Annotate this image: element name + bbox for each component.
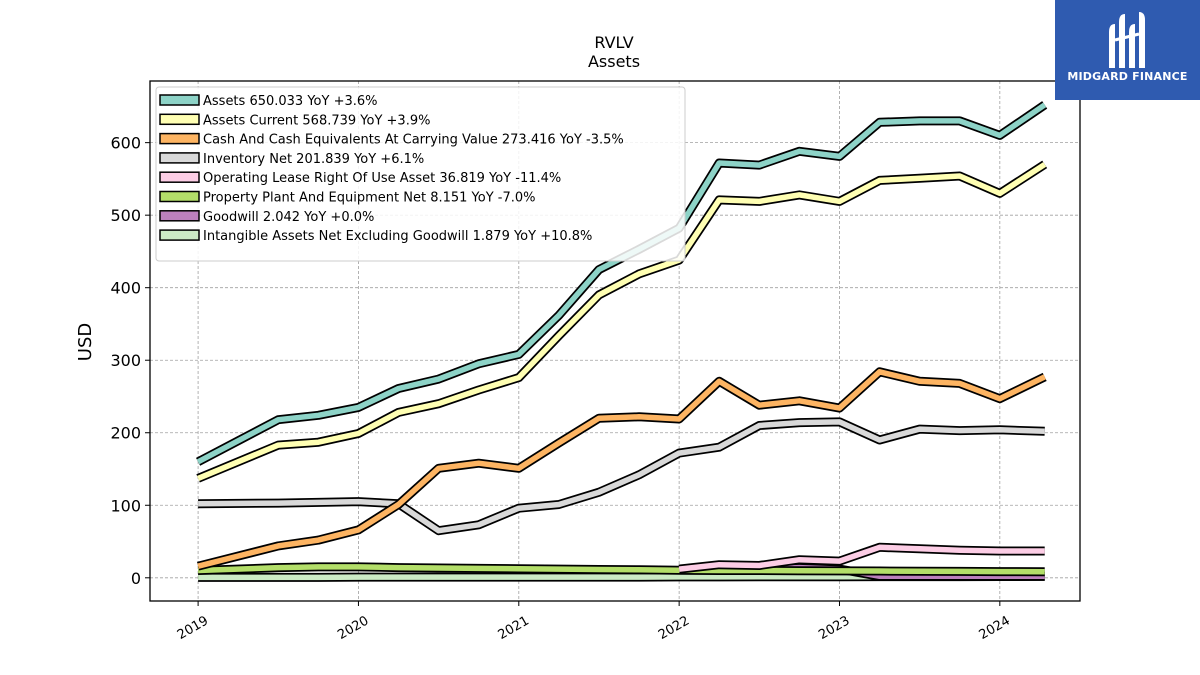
plot-frame [149,80,1081,602]
legend-swatch [159,132,200,145]
legend-label: Cash And Cash Equivalents At Carrying Va… [203,133,624,148]
series-line-4 [678,542,1045,574]
series-line-1 [196,160,1048,483]
y-axis-label: USD [75,323,96,361]
legend-swatch [159,113,200,126]
chart-title: RVLV [594,33,633,52]
series-stroke [198,564,1045,575]
legend-swatch [159,94,200,106]
y-tick-label: 200 [110,424,141,443]
y-tick-label: 300 [110,351,141,370]
series-stroke [678,544,1045,572]
x-tick-label: 2023 [816,613,852,643]
series-line-5 [197,562,1045,577]
x-tick-label: 2021 [496,613,532,643]
legend-swatch [159,229,200,241]
logo-text: MIDGARD FINANCE [1067,70,1188,83]
brand-logo: MIDGARD FINANCE [1055,0,1200,100]
y-tick-label: 500 [110,206,141,225]
x-tick-label: 2020 [335,613,371,643]
logo-mark-icon [1109,12,1145,68]
x-tick-label: 2022 [656,613,692,643]
legend-label: Operating Lease Right Of Use Asset 36.81… [203,171,561,186]
series-stroke [197,369,1046,569]
legend-label: Intangible Assets Net Excluding Goodwill… [203,229,592,244]
series-stroke [197,162,1047,481]
legend-label: Property Plant And Equipment Net 8.151 Y… [203,191,536,206]
chart-subtitle: Assets [588,52,640,71]
legend-label: Assets 650.033 YoY +3.6% [203,94,378,109]
y-tick-label: 100 [110,496,141,515]
series-line-3 [198,417,1045,536]
x-tick-label: 2024 [977,613,1013,643]
series-stroke [198,419,1045,534]
y-tick-label: 600 [110,134,141,153]
legend-box [155,86,686,262]
series-line-2 [196,367,1047,571]
legend: Assets 650.033 YoY +3.6% Assets Current 5… [155,86,686,262]
legend-swatch [159,171,200,183]
legend-label: Assets Current 568.739 YoY +3.9% [203,113,430,128]
x-tick-label: 2019 [175,613,211,643]
legend-swatch [159,190,200,203]
legend-swatch [159,210,200,222]
legend-swatch [159,152,200,164]
legend-label: Goodwill 2.042 YoY +0.0% [203,210,374,225]
y-tick-label: 0 [131,569,141,588]
series-lines [196,101,1048,582]
legend-label: Inventory Net 201.839 YoY +6.1% [203,152,424,167]
y-tick-label: 400 [110,279,141,298]
